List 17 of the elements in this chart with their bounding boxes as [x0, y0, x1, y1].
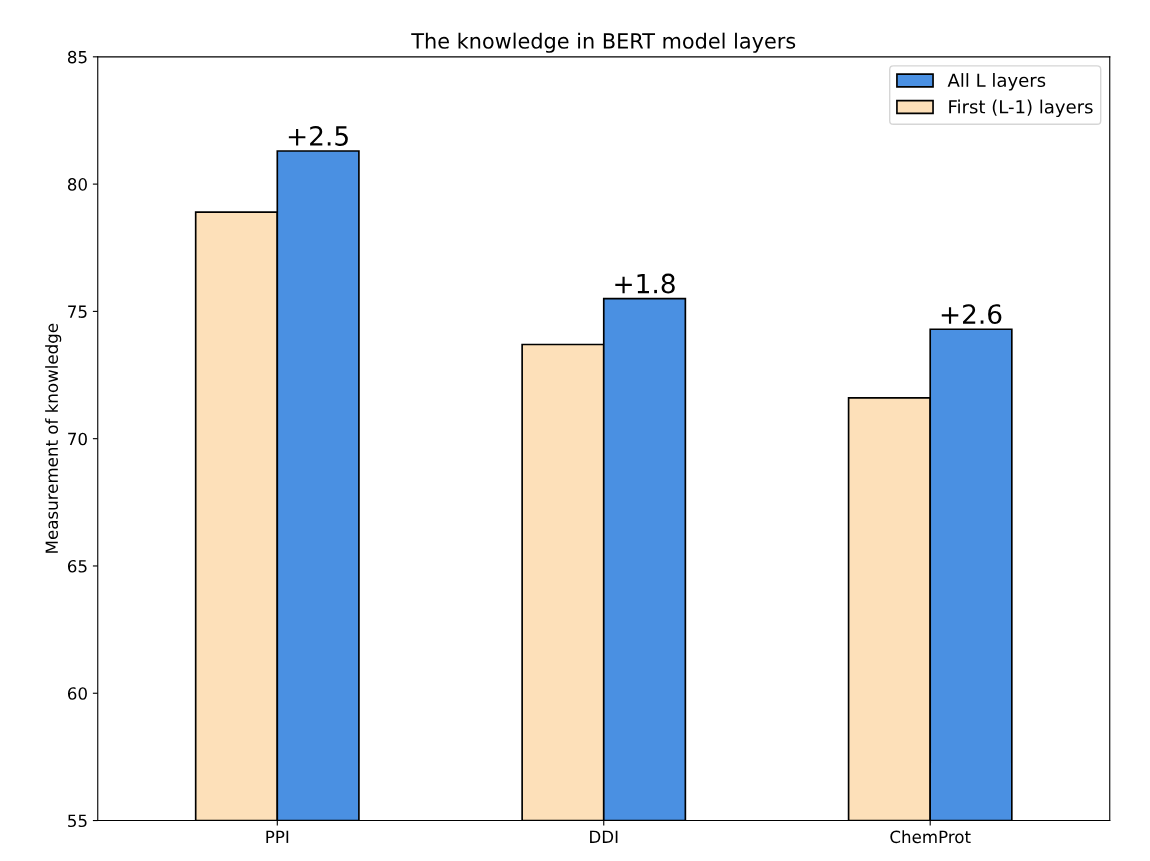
y-tick-label: 65: [67, 559, 87, 573]
y-tick-label: 70: [68, 432, 87, 446]
y-tick-label: 60: [67, 687, 87, 700]
annotation: +2.6: [941, 304, 1002, 325]
y-tick-label: 55: [68, 814, 87, 828]
chart-title: The knowledge in BERT model layers: [411, 32, 796, 53]
x-tick-label: ChemProt: [890, 830, 971, 844]
annotation: +2.5: [288, 125, 348, 146]
annotation: +1.8: [615, 273, 675, 294]
legend-label: All L layers: [947, 73, 1046, 91]
x-tick-label: PPI: [266, 830, 289, 843]
x-tick-label: DDI: [590, 830, 618, 843]
y-tick-label: 85: [67, 50, 87, 64]
legend-label: First (L-1) layers: [949, 99, 1093, 118]
y-tick-label: 80: [67, 178, 87, 191]
y-axis-title: Measurement of knowledge: [45, 323, 62, 553]
y-tick-label: 75: [68, 305, 87, 318]
